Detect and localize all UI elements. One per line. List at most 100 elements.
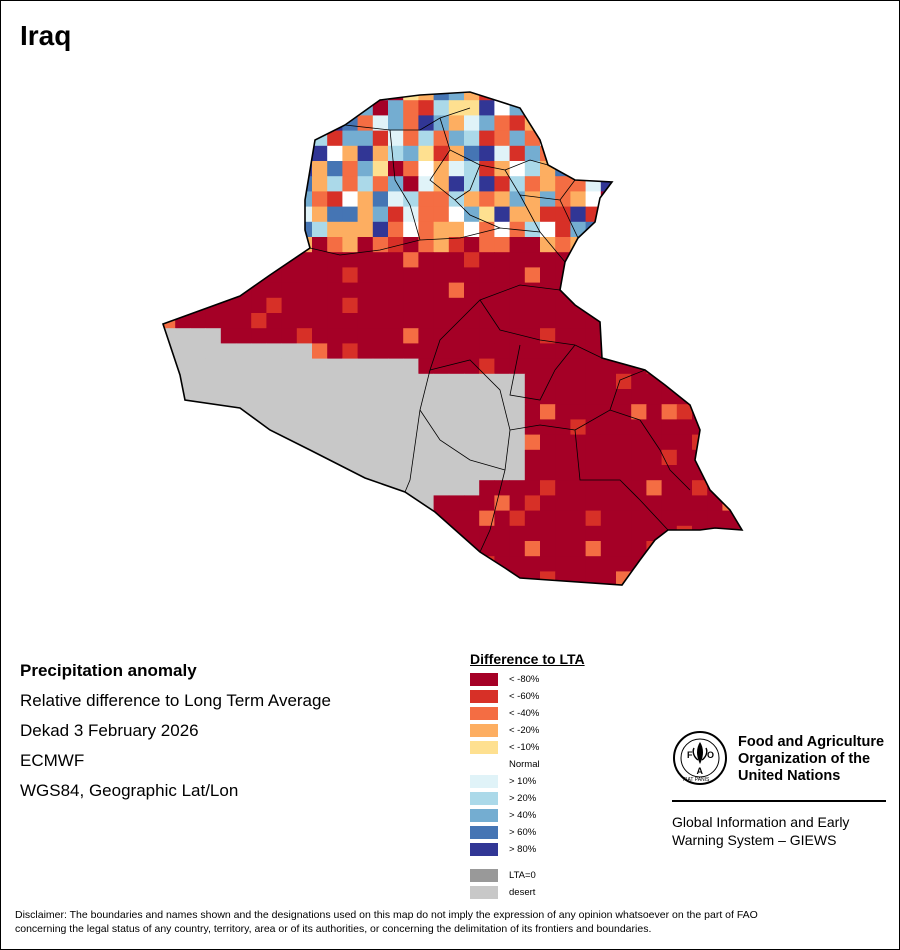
anomaly-cell bbox=[342, 92, 358, 101]
anomaly-cell bbox=[388, 495, 404, 511]
anomaly-cell bbox=[600, 130, 617, 147]
legend-swatch bbox=[470, 826, 498, 839]
anomaly-cell bbox=[236, 176, 252, 192]
anomaly-cell bbox=[524, 282, 541, 299]
anomaly-cell bbox=[524, 161, 541, 177]
anomaly-cell bbox=[175, 161, 191, 177]
anomaly-cell bbox=[479, 206, 495, 223]
anomaly-cell bbox=[296, 480, 313, 496]
anomaly-cell bbox=[175, 343, 191, 359]
anomaly-cell bbox=[585, 252, 602, 268]
anomaly-cell bbox=[433, 389, 450, 405]
anomaly-cell bbox=[251, 176, 267, 192]
anomaly-cell bbox=[281, 115, 298, 131]
anomaly-cell bbox=[327, 297, 343, 314]
map-legend: Difference to LTA < -80% < -60% < -40% < -2… bbox=[470, 651, 585, 899]
anomaly-cell bbox=[281, 358, 298, 375]
anomaly-cell bbox=[707, 465, 723, 481]
anomaly-cell bbox=[646, 434, 662, 451]
anomaly-cell bbox=[631, 221, 647, 238]
anomaly-cell bbox=[600, 297, 617, 314]
legend-swatch bbox=[470, 724, 498, 737]
anomaly-cell bbox=[357, 571, 374, 585]
anomaly-cell bbox=[403, 510, 419, 527]
anomaly-cell bbox=[600, 92, 617, 101]
anomaly-cell bbox=[190, 480, 206, 496]
anomaly-cell bbox=[661, 556, 678, 572]
anomaly-cell bbox=[707, 419, 723, 435]
anomaly-cell bbox=[509, 191, 526, 207]
legend-label: > 40% bbox=[509, 810, 537, 821]
anomaly-cell bbox=[676, 221, 693, 238]
anomaly-cell bbox=[251, 541, 267, 557]
anomaly-cell bbox=[585, 465, 602, 481]
anomaly-cell bbox=[342, 495, 358, 511]
anomaly-cell bbox=[418, 115, 434, 131]
anomaly-cell bbox=[372, 313, 389, 329]
anomaly-cell bbox=[433, 237, 450, 253]
legend-label: > 10% bbox=[509, 776, 537, 787]
legend-label: Normal bbox=[509, 759, 540, 770]
anomaly-cell bbox=[175, 267, 191, 283]
info-line-4: WGS84, Geographic Lat/Lon bbox=[20, 781, 239, 800]
anomaly-cell bbox=[175, 100, 191, 116]
anomaly-cell bbox=[509, 434, 526, 451]
anomaly-cell bbox=[616, 343, 632, 359]
anomaly-cell bbox=[433, 525, 450, 542]
anomaly-cell bbox=[220, 130, 237, 147]
anomaly-cell bbox=[312, 161, 328, 177]
anomaly-cell bbox=[372, 282, 389, 299]
anomaly-cell bbox=[357, 419, 374, 435]
anomaly-cell bbox=[555, 313, 571, 329]
anomaly-cell bbox=[737, 92, 742, 101]
anomaly-cell bbox=[296, 145, 313, 162]
anomaly-cell bbox=[357, 434, 374, 451]
anomaly-cell bbox=[509, 297, 526, 314]
anomaly-cell bbox=[707, 252, 723, 268]
anomaly-cell bbox=[163, 191, 176, 207]
anomaly-cell bbox=[372, 556, 389, 572]
anomaly-cell bbox=[555, 161, 571, 177]
anomaly-cell bbox=[570, 191, 586, 207]
anomaly-cell bbox=[327, 495, 343, 511]
anomaly-cell bbox=[418, 221, 434, 238]
anomaly-cell bbox=[448, 115, 465, 131]
anomaly-cell bbox=[175, 449, 191, 466]
anomaly-cell bbox=[737, 389, 742, 405]
anomaly-cell bbox=[296, 267, 313, 283]
anomaly-cell bbox=[570, 145, 586, 162]
anomaly-cell bbox=[357, 328, 374, 344]
anomaly-cell bbox=[418, 525, 434, 542]
anomaly-cell bbox=[737, 495, 742, 511]
anomaly-cell bbox=[448, 495, 465, 511]
fao-logo-letter-o: O bbox=[707, 750, 714, 760]
anomaly-cell bbox=[388, 571, 404, 585]
anomaly-cell bbox=[388, 556, 404, 572]
anomaly-cell bbox=[616, 100, 632, 116]
anomaly-cell bbox=[388, 510, 404, 527]
anomaly-cell bbox=[357, 191, 374, 207]
anomaly-cell bbox=[494, 206, 510, 223]
anomaly-cell bbox=[175, 465, 191, 481]
anomaly-cell bbox=[266, 449, 282, 466]
anomaly-cell bbox=[403, 297, 419, 314]
anomaly-cell bbox=[418, 282, 434, 299]
anomaly-cell bbox=[190, 541, 206, 557]
anomaly-cell bbox=[312, 313, 328, 329]
anomaly-cell bbox=[494, 587, 510, 603]
anomaly-cell bbox=[494, 480, 510, 496]
anomaly-cell bbox=[175, 556, 191, 572]
anomaly-cell bbox=[418, 541, 434, 557]
anomaly-cell bbox=[205, 145, 222, 162]
fao-divider bbox=[672, 800, 886, 802]
anomaly-cell bbox=[737, 161, 742, 177]
anomaly-cell bbox=[403, 176, 419, 192]
anomaly-cell bbox=[175, 510, 191, 527]
anomaly-cell bbox=[163, 237, 176, 253]
anomaly-cell bbox=[281, 373, 298, 390]
legend-swatch bbox=[470, 758, 498, 771]
anomaly-cell bbox=[448, 297, 465, 314]
anomaly-cell bbox=[220, 161, 237, 177]
anomaly-cell bbox=[464, 313, 480, 329]
anomaly-cell bbox=[327, 343, 343, 359]
